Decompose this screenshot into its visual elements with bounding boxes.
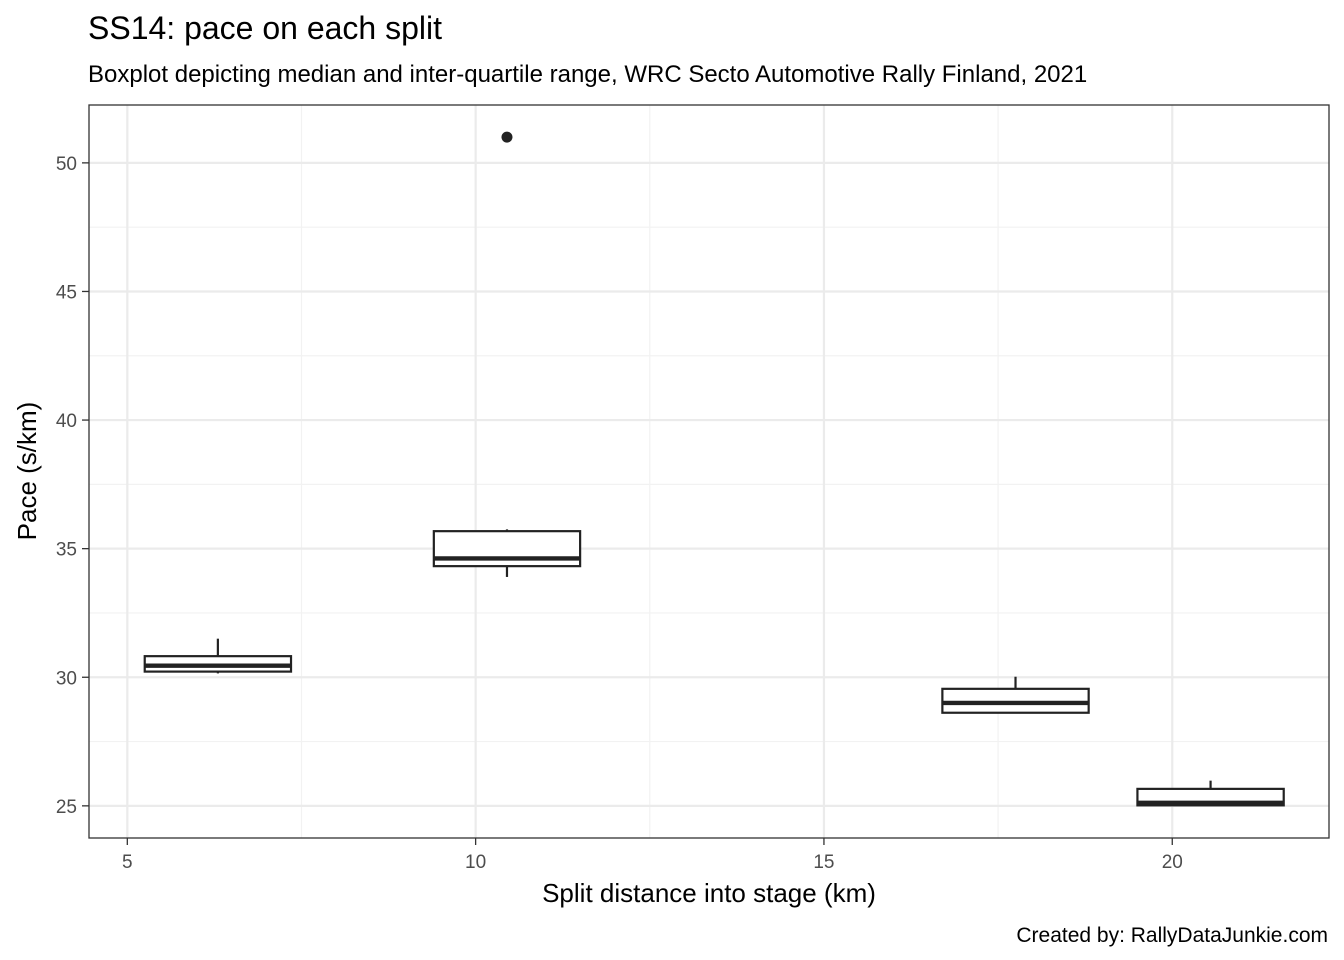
y-tick-label: 40 [56,411,77,432]
caption: Created by: RallyDataJunkie.com [1016,924,1328,947]
y-axis-title: Pace (s/km) [12,402,42,541]
chart-subtitle: Boxplot depicting median and inter-quart… [88,61,1087,88]
y-tick-label: 30 [56,668,77,689]
y-tick-label: 50 [56,154,77,175]
chart-title: SS14: pace on each split [88,10,442,46]
x-tick-label: 5 [122,852,133,873]
y-tick-label: 25 [56,797,77,818]
outlier-point [501,131,513,143]
ticks: 25 30 35 40 45 50 5 10 15 20 [56,154,1183,873]
y-tick-label: 45 [56,282,77,303]
plot-border [88,104,1330,839]
x-tick-label: 20 [1162,852,1183,873]
boxes [143,131,1285,807]
plot-panel [89,105,1329,838]
x-tick-label: 15 [813,852,834,873]
x-tick-label: 10 [465,852,486,873]
x-axis-title: Split distance into stage (km) [542,878,876,908]
grid [89,105,1329,838]
y-tick-label: 35 [56,540,77,561]
iqr-box [432,530,582,568]
